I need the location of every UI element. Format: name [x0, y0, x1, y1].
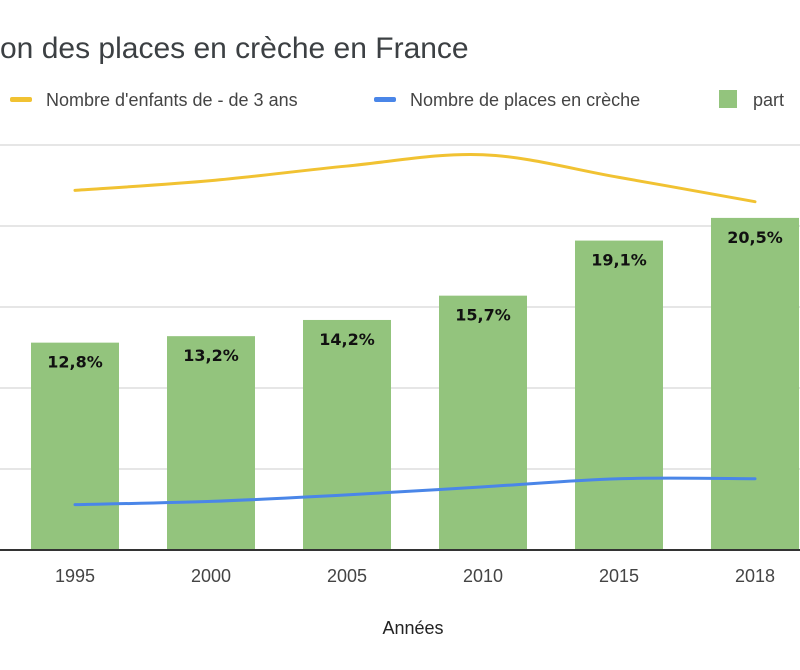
x-axis-title: Années [382, 618, 443, 638]
bar-2000 [167, 336, 255, 550]
chart-title: on des places en crèche en France [0, 32, 469, 65]
x-tick-2005: 2005 [327, 566, 367, 586]
legend-swatch-places [374, 97, 396, 102]
x-tick-2015: 2015 [599, 566, 639, 586]
legend-item-places[interactable]: Nombre de places en crèche [374, 90, 640, 110]
bar-label-2005: 14,2% [319, 330, 375, 349]
x-tick-1995: 1995 [55, 566, 95, 586]
bar-2005 [303, 319, 391, 550]
bar-label-1995: 12,8% [47, 353, 103, 372]
legend-swatch-part [719, 90, 737, 108]
legend-swatch-children [10, 97, 32, 102]
bar-2015 [575, 240, 663, 550]
bar-label-2015: 19,1% [591, 251, 647, 270]
bar-2010 [439, 295, 527, 550]
legend-item-children[interactable]: Nombre d'enfants de - de 3 ans [10, 90, 298, 110]
gridlines [0, 144, 800, 470]
bar-label-2000: 13,2% [183, 346, 239, 365]
bars [31, 217, 799, 550]
x-tick-2018: 2018 [735, 566, 775, 586]
legend-label-part: part [753, 90, 784, 110]
bar-label-2018: 20,5% [727, 228, 783, 247]
bar-labels: 12,8% 13,2% 14,2% 15,7% 19,1% 20,5% [47, 228, 783, 372]
x-ticks: 1995 2000 2005 2010 2015 2018 [55, 566, 775, 586]
legend-item-part[interactable]: part [719, 90, 784, 110]
x-tick-2010: 2010 [463, 566, 503, 586]
line-places [73, 476, 757, 507]
legend: Nombre d'enfants de - de 3 ans Nombre de… [10, 90, 784, 110]
lines [73, 152, 757, 507]
x-tick-2000: 2000 [191, 566, 231, 586]
line-children [73, 152, 757, 204]
bar-label-2010: 15,7% [455, 306, 511, 325]
bar-1995 [31, 342, 119, 550]
bar-2018 [711, 217, 799, 550]
legend-label-places: Nombre de places en crèche [410, 90, 640, 110]
legend-label-children: Nombre d'enfants de - de 3 ans [46, 90, 298, 110]
